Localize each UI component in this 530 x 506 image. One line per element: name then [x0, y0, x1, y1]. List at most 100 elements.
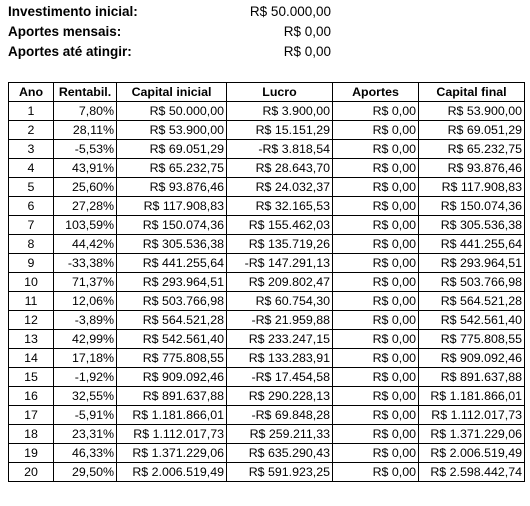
- cell-rentabilidade: 43,91%: [53, 158, 117, 178]
- cell-capital-final: R$ 117.908,83: [418, 177, 525, 197]
- cell-rentabilidade: -33,38%: [53, 253, 117, 273]
- cell-lucro: R$ 24.032,37: [226, 177, 333, 197]
- cell-lucro: -R$ 147.291,13: [226, 253, 333, 273]
- cell-rentabilidade: 27,28%: [53, 196, 117, 216]
- cell-rentabilidade: 25,60%: [53, 177, 117, 197]
- table-row: 12 -3,89% R$ 564.521,28 -R$ 21.959,88 R$ 0,0…: [8, 310, 525, 330]
- cell-capital-final: R$ 564.521,28: [418, 291, 525, 311]
- cell-aportes: R$ 0,00: [332, 272, 419, 292]
- cell-ano: 9: [8, 253, 54, 273]
- cell-rentabilidade: 44,42%: [53, 234, 117, 254]
- table-row: 2 28,11% R$ 53.900,00 R$ 15.151,29 R$ 0,00 R$…: [8, 120, 525, 140]
- cell-lucro: R$ 155.462,03: [226, 215, 333, 235]
- cell-rentabilidade: -5,91%: [53, 405, 117, 425]
- cell-capital-inicial: R$ 93.876,46: [116, 177, 227, 197]
- cell-capital-final: R$ 93.876,46: [418, 158, 525, 178]
- cell-ano: 10: [8, 272, 54, 292]
- cell-ano: 14: [8, 348, 54, 368]
- cell-capital-final: R$ 305.536,38: [418, 215, 525, 235]
- cell-rentabilidade: 46,33%: [53, 443, 117, 463]
- cell-ano: 17: [8, 405, 54, 425]
- cell-ano: 8: [8, 234, 54, 254]
- cell-aportes: R$ 0,00: [332, 215, 419, 235]
- summary-label: Aportes mensais:: [8, 24, 122, 39]
- cell-lucro: -R$ 3.818,54: [226, 139, 333, 159]
- cell-capital-final: R$ 775.808,55: [418, 329, 525, 349]
- cell-lucro: R$ 209.802,47: [226, 272, 333, 292]
- table-row: 4 43,91% R$ 65.232,75 R$ 28.643,70 R$ 0,00 R$…: [8, 158, 525, 178]
- cell-rentabilidade: 29,50%: [53, 462, 117, 482]
- cell-ano: 15: [8, 367, 54, 387]
- cell-rentabilidade: 17,18%: [53, 348, 117, 368]
- cell-capital-inicial: R$ 293.964,51: [116, 272, 227, 292]
- cell-aportes: R$ 0,00: [332, 329, 419, 349]
- cell-aportes: R$ 0,00: [332, 386, 419, 406]
- cell-capital-inicial: R$ 69.051,29: [116, 139, 227, 159]
- cell-capital-final: R$ 891.637,88: [418, 367, 525, 387]
- cell-capital-final: R$ 1.181.866,01: [418, 386, 525, 406]
- cell-ano: 12: [8, 310, 54, 330]
- cell-capital-final: R$ 1.371.229,06: [418, 424, 525, 444]
- cell-ano: 16: [8, 386, 54, 406]
- table-body: 1 7,80% R$ 50.000,00 R$ 3.900,00 R$ 0,00 R$ 5…: [8, 101, 525, 482]
- cell-capital-final: R$ 150.074,36: [418, 196, 525, 216]
- cell-aportes: R$ 0,00: [332, 196, 419, 216]
- cell-capital-final: R$ 65.232,75: [418, 139, 525, 159]
- table-row: 3 -5,53% R$ 69.051,29 -R$ 3.818,54 R$ 0,00 R$…: [8, 139, 525, 159]
- cell-capital-inicial: R$ 150.074,36: [116, 215, 227, 235]
- cell-capital-inicial: R$ 1.112.017,73: [116, 424, 227, 444]
- cell-capital-inicial: R$ 441.255,64: [116, 253, 227, 273]
- cell-rentabilidade: 71,37%: [53, 272, 117, 292]
- cell-capital-inicial: R$ 775.808,55: [116, 348, 227, 368]
- table-row: 15 -1,92% R$ 909.092,46 -R$ 17.454,58 R$ 0,0…: [8, 367, 525, 387]
- projection-table: Ano Rentabil. Capital inicial Lucro Apor…: [8, 82, 525, 482]
- cell-capital-final: R$ 909.092,46: [418, 348, 525, 368]
- cell-capital-inicial: R$ 65.232,75: [116, 158, 227, 178]
- cell-lucro: R$ 15.151,29: [226, 120, 333, 140]
- cell-capital-final: R$ 503.766,98: [418, 272, 525, 292]
- cell-aportes: R$ 0,00: [332, 291, 419, 311]
- cell-ano: 6: [8, 196, 54, 216]
- cell-capital-final: R$ 293.964,51: [418, 253, 525, 273]
- cell-ano: 20: [8, 462, 54, 482]
- summary-label: Investimento inicial:: [8, 4, 138, 19]
- cell-lucro: R$ 591.923,25: [226, 462, 333, 482]
- cell-capital-inicial: R$ 542.561,40: [116, 329, 227, 349]
- table-row: 6 27,28% R$ 117.908,83 R$ 32.165,53 R$ 0,00 R…: [8, 196, 525, 216]
- cell-capital-inicial: R$ 117.908,83: [116, 196, 227, 216]
- cell-ano: 13: [8, 329, 54, 349]
- cell-capital-inicial: R$ 503.766,98: [116, 291, 227, 311]
- table-row: 18 23,31% R$ 1.112.017,73 R$ 259.211,33 R$ 0…: [8, 424, 525, 444]
- summary-value: R$ 0,00: [283, 44, 331, 59]
- cell-rentabilidade: 103,59%: [53, 215, 117, 235]
- cell-aportes: R$ 0,00: [332, 253, 419, 273]
- table-header: Ano Rentabil. Capital inicial Lucro Apor…: [8, 82, 525, 102]
- cell-rentabilidade: 42,99%: [53, 329, 117, 349]
- table-row: 16 32,55% R$ 891.637,88 R$ 290.228,13 R$ 0,0…: [8, 386, 525, 406]
- table-row: 11 12,06% R$ 503.766,98 R$ 60.754,30 R$ 0,00…: [8, 291, 525, 311]
- cell-aportes: R$ 0,00: [332, 101, 419, 121]
- cell-rentabilidade: 7,80%: [53, 101, 117, 121]
- cell-ano: 11: [8, 291, 54, 311]
- cell-aportes: R$ 0,00: [332, 367, 419, 387]
- cell-lucro: -R$ 17.454,58: [226, 367, 333, 387]
- summary-row-aportes-mensais: Aportes mensais: R$ 0,00: [8, 22, 528, 42]
- cell-aportes: R$ 0,00: [332, 443, 419, 463]
- cell-ano: 4: [8, 158, 54, 178]
- cell-capital-inicial: R$ 2.006.519,49: [116, 462, 227, 482]
- cell-aportes: R$ 0,00: [332, 462, 419, 482]
- table-row: 13 42,99% R$ 542.561,40 R$ 233.247,15 R$ 0,0…: [8, 329, 525, 349]
- table-row: 19 46,33% R$ 1.371.229,06 R$ 635.290,43 R$ 0…: [8, 443, 525, 463]
- cell-capital-final: R$ 542.561,40: [418, 310, 525, 330]
- cell-capital-inicial: R$ 50.000,00: [116, 101, 227, 121]
- cell-capital-final: R$ 69.051,29: [418, 120, 525, 140]
- cell-lucro: R$ 259.211,33: [226, 424, 333, 444]
- header-capital-inicial: Capital inicial: [116, 82, 227, 102]
- cell-ano: 19: [8, 443, 54, 463]
- cell-ano: 1: [8, 101, 54, 121]
- cell-ano: 7: [8, 215, 54, 235]
- cell-capital-inicial: R$ 305.536,38: [116, 234, 227, 254]
- cell-capital-inicial: R$ 1.371.229,06: [116, 443, 227, 463]
- table-row: 8 44,42% R$ 305.536,38 R$ 135.719,26 R$ 0,00…: [8, 234, 525, 254]
- cell-lucro: -R$ 69.848,28: [226, 405, 333, 425]
